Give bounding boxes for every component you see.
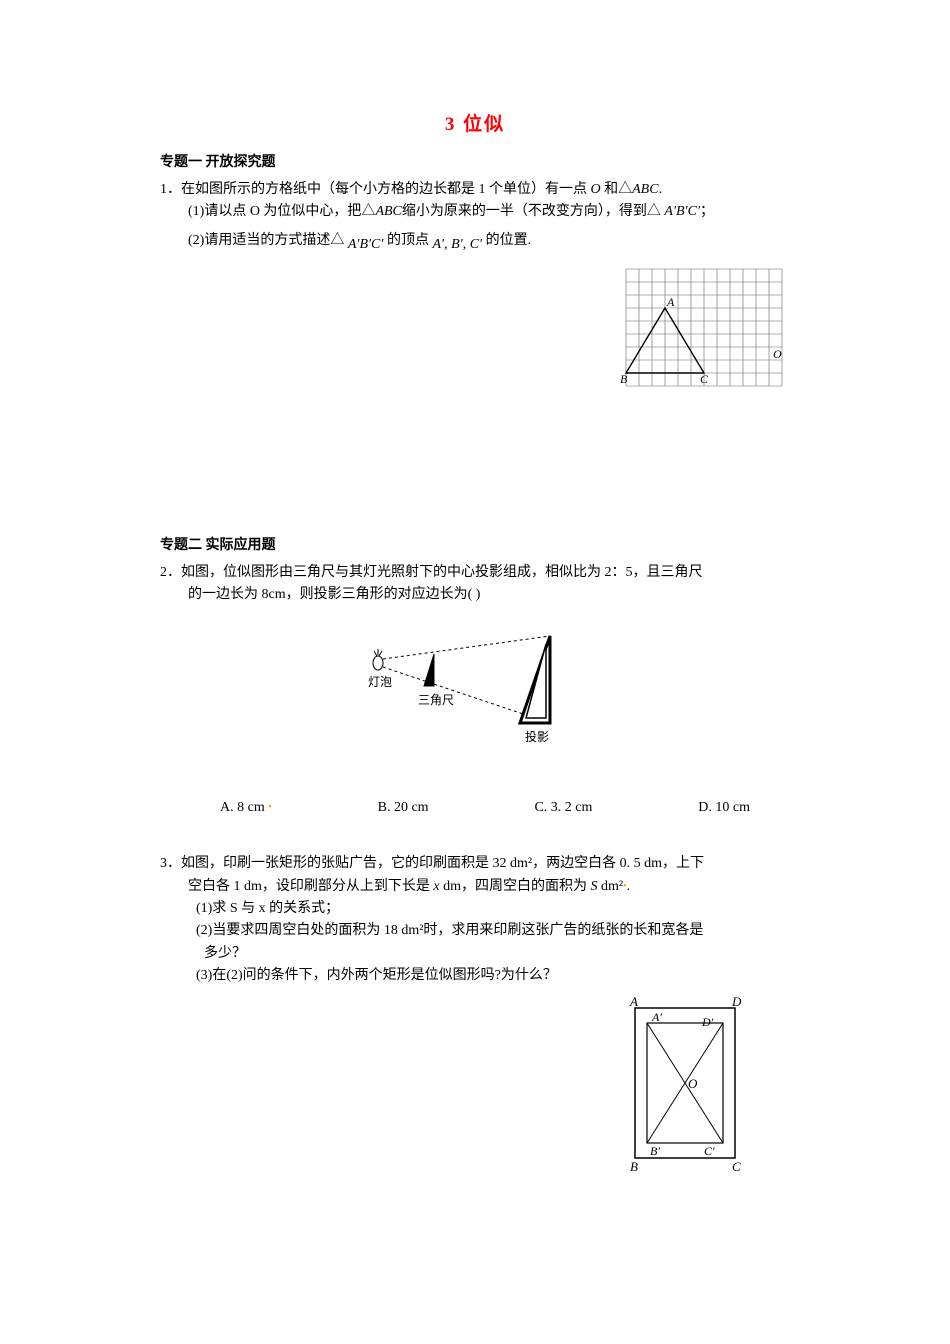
grid-label-C: C <box>700 372 709 386</box>
grid-svg: A B C O <box>618 261 790 391</box>
proj-ruler-label: 三角尺 <box>418 693 454 707</box>
q2-options: A. 8 cm • B. 20 cm C. 3. 2 cm D. 10 cm <box>160 787 790 819</box>
q1-verts: A′, B′, C′ <box>432 237 482 252</box>
q3-sub2b: 多少？ <box>160 943 790 965</box>
q3-1: (1)求 S 与 x 的关系式； <box>196 901 339 916</box>
dot-icon: • <box>268 802 272 813</box>
q1-intro: 1．在如图所示的方格纸中（每个小方格的边长都是 1 个单位）有一点 <box>160 182 591 197</box>
rect-D: D <box>731 994 742 1009</box>
proj-shadow-label: 投影 <box>525 729 549 744</box>
rect-O: O <box>688 1076 698 1091</box>
option-B: B. 20 cm <box>378 797 429 819</box>
option-A: A. 8 cm • <box>220 797 272 819</box>
question-1: 1．在如图所示的方格纸中（每个小方格的边长都是 1 个单位）有一点 O 和△AB… <box>160 179 790 391</box>
question-3: 3．如图，印刷一张矩形的张贴广告，它的印刷面积是 32 dm²，两边空白各 0.… <box>160 853 790 1182</box>
q1-abc: ABC <box>632 182 658 197</box>
q2-line1: 2．如图，位似图形由三角尺与其灯光照射下的中心投影组成，相似比为 2：5，且三角… <box>160 562 790 584</box>
q3-b2: dm，四周空白的面积为 <box>440 879 591 894</box>
grid-figure: A B C O <box>618 261 790 391</box>
q1-period: . <box>659 182 663 197</box>
section2-heading: 专题二 实际应用题 <box>160 535 790 557</box>
q1-O: O <box>591 182 601 197</box>
q1-sub2: (2)请用适当的方式描述△ A′B′C′ 的顶点 A′, B′, C′ 的位置. <box>160 224 790 262</box>
q1-1c: ； <box>700 204 714 219</box>
rect-B2: B′ <box>650 1144 660 1158</box>
option-D: D. 10 cm <box>698 797 750 819</box>
grid-label-O: O <box>773 347 782 361</box>
page-title: 3 位似 <box>160 110 790 140</box>
q1-intro2: 和△ <box>601 182 633 197</box>
section1-heading: 专题一 开放探究题 <box>160 152 790 174</box>
option-C: C. 3. 2 cm <box>534 797 592 819</box>
q2-line2: 的一边长为 8cm，则投影三角形的对应边长为( ) <box>160 584 790 606</box>
rect-svg: A D B C A′ D′ B′ C′ O <box>620 993 750 1173</box>
rect-figure: A D B C A′ D′ B′ C′ O <box>620 993 750 1181</box>
spacer2 <box>160 827 790 853</box>
q3-b3: dm² <box>598 879 624 894</box>
rect-B: B <box>630 1159 638 1173</box>
rect-D2: D′ <box>701 1015 714 1029</box>
grid-label-A: A <box>666 295 675 309</box>
q1-2a: (2)请用适当的方式描述△ <box>188 233 348 248</box>
q1-sub1: (1)请以点 O 为位似中心，把△ABC缩小为原来的一半（不改变方向），得到△ … <box>160 201 790 223</box>
q1-tri: A′B′C′ <box>664 204 700 219</box>
q1-2c: 的位置. <box>482 233 531 248</box>
q3-sub2: (2)当要求四周空白处的面积为 18 dm²时，求用来印刷这张广告的纸张的长和宽… <box>160 920 790 942</box>
q1-1a: (1)请以点 O 为位似中心，把△ <box>188 204 375 219</box>
question-2: 2．如图，位似图形由三角尺与其灯光照射下的中心投影组成，相似比为 2：5，且三角… <box>160 562 790 820</box>
q3-sub3: (3)在(2)问的条件下，内外两个矩形是位似图形吗?为什么？ <box>160 965 790 987</box>
projection-svg: 灯泡 三角尺 投影 <box>360 626 590 766</box>
q3-sub1: (1)求 S 与 x 的关系式； <box>160 898 790 920</box>
spacer1 <box>160 399 790 529</box>
q3-b: 空白各 1 dm，设印刷部分从上到下长是 <box>188 879 433 894</box>
proj-bulb-label: 灯泡 <box>368 675 392 689</box>
projection-figure: 灯泡 三角尺 投影 <box>160 626 790 774</box>
rect-C2: C′ <box>704 1144 715 1158</box>
rect-C: C <box>732 1159 741 1173</box>
q1-1b: 缩小为原来的一半（不改变方向），得到△ <box>402 204 665 219</box>
rect-A: A <box>629 994 638 1009</box>
q1-line1: 1．在如图所示的方格纸中（每个小方格的边长都是 1 个单位）有一点 O 和△AB… <box>160 179 790 201</box>
q3-line1: 3．如图，印刷一张矩形的张贴广告，它的印刷面积是 32 dm²，两边空白各 0.… <box>160 853 790 875</box>
rect-A2: A′ <box>651 1010 662 1024</box>
q3-S: S <box>591 879 598 894</box>
q3-line2: 空白各 1 dm，设印刷部分从上到下长是 x dm，四周空白的面积为 S dm²… <box>160 876 790 898</box>
grid-label-B: B <box>620 372 628 386</box>
page: 3 位似 专题一 开放探究题 1．在如图所示的方格纸中（每个小方格的边长都是 1… <box>0 0 950 1270</box>
q1-tri2: A′B′C′ <box>348 237 384 252</box>
q1-abc2: ABC <box>375 204 401 219</box>
q1-2b: 的顶点 <box>383 233 432 248</box>
